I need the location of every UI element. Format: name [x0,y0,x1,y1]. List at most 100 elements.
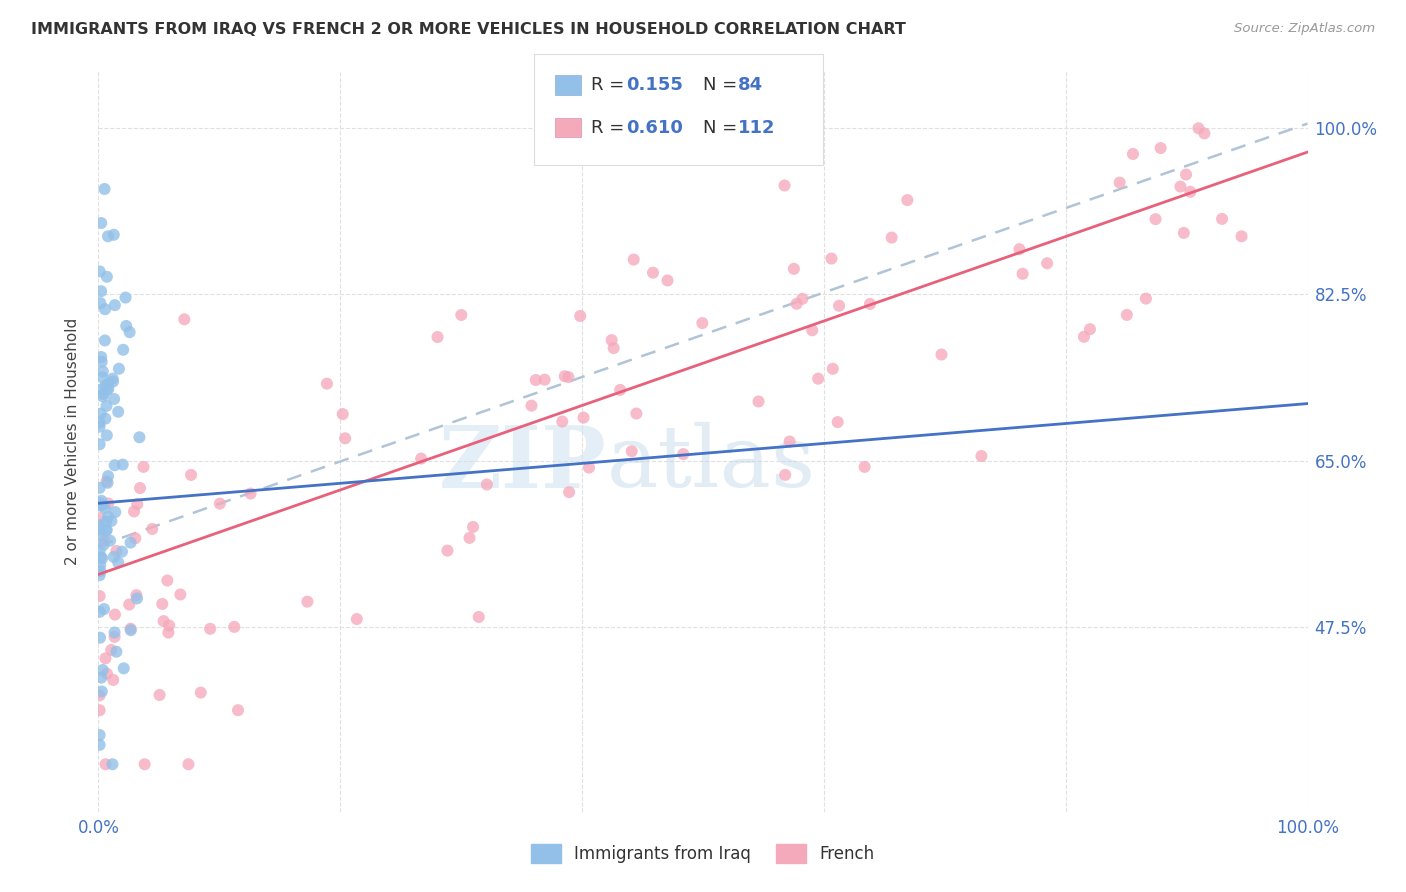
Point [90,671,112,685]
Point [89,738,111,752]
Point [90,499,112,513]
Point [773,178,796,193]
Point [578,460,600,475]
Point [108,361,131,376]
Text: Source: ZipAtlas.com: Source: ZipAtlas.com [1234,22,1375,36]
Point [1173,226,1195,240]
Point [970,449,993,463]
Point [89,544,111,558]
Point [103,392,125,406]
Point [115,318,138,333]
Point [94,651,117,665]
Point [100,514,122,528]
Point [96,666,118,681]
Point [572,410,595,425]
Point [557,370,579,384]
Point [104,298,127,312]
Point [89,605,111,619]
Point [1135,292,1157,306]
Point [569,309,592,323]
Point [1187,121,1209,136]
Point [558,485,581,500]
Point [602,341,624,355]
Point [89,703,111,717]
Text: 0.610: 0.610 [626,119,682,136]
Point [125,591,148,606]
Point [1011,267,1033,281]
Point [94,524,117,538]
Text: N =: N = [703,76,742,94]
Point [1230,229,1253,244]
Point [120,622,142,636]
Point [90,550,112,565]
Point [173,312,195,326]
Point [783,261,806,276]
Point [111,458,134,472]
Point [93,602,115,616]
Point [101,371,124,385]
Point [461,520,484,534]
Point [89,496,111,510]
Point [657,273,679,287]
Point [101,757,124,772]
Point [551,415,574,429]
Point [89,589,111,603]
Point [89,568,111,582]
Point [96,399,118,413]
Point [1036,256,1059,270]
Point [297,595,319,609]
Point [94,757,117,772]
Text: 112: 112 [738,119,776,136]
Point [807,372,830,386]
Point [89,437,111,451]
Point [103,625,125,640]
Point [152,614,174,628]
Point [103,549,125,564]
Point [112,661,135,675]
Text: 0.155: 0.155 [626,76,682,94]
Point [620,444,643,458]
Point [198,622,221,636]
Point [96,475,118,489]
Point [468,610,491,624]
Point [128,430,150,444]
Text: atlas: atlas [606,422,815,506]
Point [896,193,918,207]
Point [520,399,543,413]
Point [91,663,114,677]
Point [103,673,125,687]
Text: IMMIGRANTS FROM IRAQ VS FRENCH 2 OR MORE VEHICLES IN HOUSEHOLD CORRELATION CHART: IMMIGRANTS FROM IRAQ VS FRENCH 2 OR MORE… [31,22,905,37]
Point [97,376,120,391]
Point [98,533,121,548]
Point [190,685,212,699]
Point [97,469,120,483]
Text: 84: 84 [738,76,763,94]
Point [792,292,814,306]
Point [104,458,127,473]
Point [97,509,120,524]
Point [1170,179,1192,194]
Point [1175,168,1198,182]
Point [533,373,555,387]
Point [692,316,714,330]
Point [111,544,134,558]
Point [1078,322,1101,336]
Point [89,689,111,703]
Point [89,564,111,578]
Point [426,330,449,344]
Point [94,334,117,348]
Point [89,481,111,495]
Point [125,588,148,602]
Y-axis label: 2 or more Vehicles in Household: 2 or more Vehicles in Household [65,318,80,566]
Point [141,522,163,536]
Point [828,299,851,313]
Point [107,555,129,569]
Point [786,296,808,310]
Point [411,451,433,466]
Point [859,297,882,311]
Point [89,416,111,430]
Point [90,499,112,513]
Point [641,266,664,280]
Point [89,264,111,278]
Point [333,431,356,445]
